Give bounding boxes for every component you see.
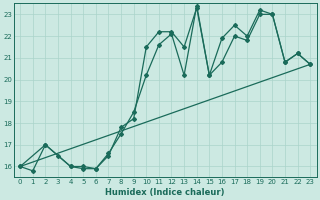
X-axis label: Humidex (Indice chaleur): Humidex (Indice chaleur) bbox=[106, 188, 225, 197]
